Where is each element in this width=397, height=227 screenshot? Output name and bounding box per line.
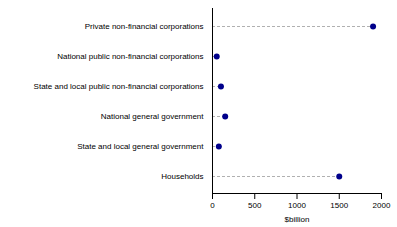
svg-text:1000: 1000 — [288, 201, 306, 210]
svg-text:State and local general govern: State and local general government — [77, 142, 204, 151]
svg-text:National public non-financial: National public non-financial corporatio… — [57, 52, 203, 61]
svg-text:0: 0 — [210, 201, 215, 210]
svg-text:500: 500 — [248, 201, 262, 210]
svg-text:$billion: $billion — [285, 215, 310, 224]
svg-text:National general government: National general government — [101, 112, 205, 121]
svg-text:2000: 2000 — [373, 201, 391, 210]
svg-text:Private non-financial corporat: Private non-financial corporations — [85, 22, 204, 31]
svg-text:1500: 1500 — [330, 201, 348, 210]
svg-text:State and local public non-fin: State and local public non-financial cor… — [34, 82, 204, 91]
svg-text:Households: Households — [161, 172, 203, 181]
